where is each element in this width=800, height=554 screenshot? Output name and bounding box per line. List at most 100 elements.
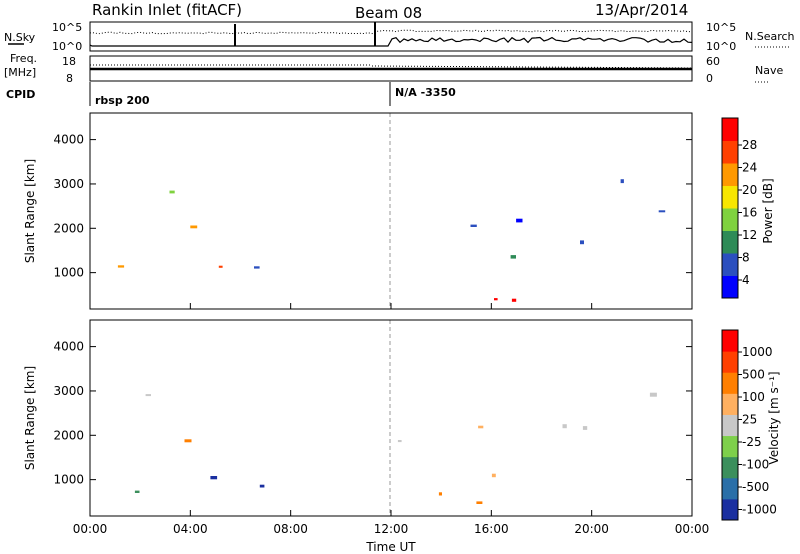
colorbar-swatch [722,253,738,276]
colorbar-swatch [722,393,738,415]
heatmap-cell [491,473,496,478]
nsky-tick-bottom: 10^0 [52,40,82,53]
heatmap-cell [218,265,223,268]
station-title: Rankin Inlet (fitACF) [92,1,242,19]
colorbar-tick-label: 16 [742,206,757,220]
colorbar-swatch [722,163,738,186]
x-tick-label: 08:00 [273,522,308,536]
y-tick-label: 2000 [53,221,84,235]
colorbar-swatch [722,140,738,164]
colorbar-tick-label: 500 [742,368,765,382]
nave-label: Nave [755,64,783,77]
heatmap-cell [134,490,140,493]
velocity-y-axis: 4000 3000 2000 1000 [53,340,692,487]
heatmap-cell [494,298,498,301]
power-panel: 4000 3000 2000 1000 Slant Range [km] 28 24 20… [23,112,775,310]
freq-label: Freq. [10,52,37,65]
y-tick-label: 4000 [53,340,84,354]
heatmap-cell [254,266,260,269]
heatmap-cell [190,225,198,229]
colorbar-tick-label: -25 [742,435,762,449]
colorbar-tick-label: 20 [742,183,757,197]
colorbar-tick-label: 8 [742,251,750,265]
heatmap-cell [397,440,402,443]
nsearch-trace [89,36,693,47]
colorbar-swatch [722,230,738,254]
nsearch-tick-bottom: 10^0 [706,40,736,53]
colorbar-swatch [722,118,738,141]
heatmap-cell [169,190,175,194]
velocity-colorbar: 1000 500 100 25 -25 -100 -500 -1000 [721,329,777,521]
heatmap-cell [510,255,516,259]
heatmap-cell [184,439,192,443]
heatmap-cell [117,265,125,268]
velocity-colorbar-label: Velocity [m s⁻¹] [767,371,781,464]
colorbar-swatch [722,372,738,394]
heatmap-cell [562,424,567,429]
colorbar-swatch [722,185,738,209]
colorbar-tick-label: -500 [742,480,769,494]
power-colorbar: 28 24 20 16 12 8 4 [721,117,757,299]
colorbar-swatch [722,275,738,299]
power-colorbar-label: Power [dB] [761,178,775,243]
freq-tick-bottom: 8 [66,72,73,85]
y-tick-label: 3000 [53,384,84,398]
x-tick-label: 20:00 [574,522,609,536]
heatmap-cell [470,224,477,227]
nave-tick-bottom: 0 [706,72,713,85]
heatmap-cell [516,218,523,223]
colorbar-tick-label: 28 [742,138,757,152]
y-tick-label: 2000 [53,428,84,442]
colorbar-tick-label: -100 [742,458,769,472]
heatmap-cell [620,179,624,184]
colorbar-swatch [722,435,738,458]
colorbar-tick-label: 24 [742,161,757,175]
velocity-panel: 4000 3000 2000 1000 Slant Range [km] 1000 50… [23,303,781,554]
colorbar-swatch [722,477,738,500]
cpid-label: CPID [6,88,35,101]
power-heatmap-cells [117,179,666,302]
date-title: 13/Apr/2014 [595,1,688,19]
power-y-axis: 4000 3000 2000 1000 [53,133,692,280]
cpid-program-1: rbsp 200 [95,94,150,107]
y-tick-label: 4000 [53,133,84,147]
colorbar-tick-label: 1000 [742,345,773,359]
heatmap-cell [145,394,151,397]
y-tick-label: 1000 [53,473,84,487]
freq-panel: Freq. [MHz] 18 8 60 0 Nave [4,52,783,85]
x-tick-label: 04:00 [173,522,208,536]
nsearch-tick-top: 10^5 [706,21,736,34]
nsky-trace [89,29,693,35]
x-tick-label: 12:00 [374,522,409,536]
colorbar-swatch [722,351,738,373]
colorbar-swatch [722,498,738,521]
freq-unit-label: [MHz] [4,66,36,79]
colorbar-tick-label: 12 [742,228,757,242]
heatmap-cell [649,392,657,397]
x-tick-label: 16:00 [474,522,509,536]
cpid-row: CPID rbsp 200 N/A -3350 [6,82,456,107]
velocity-ylabel: Slant Range [km] [23,366,37,470]
y-tick-label: 1000 [53,266,84,280]
freq-tick-top: 18 [62,55,76,68]
heatmap-cell [259,484,265,488]
x-tick-label: 00:00 [675,522,710,536]
colorbar-tick-label: 4 [742,273,750,287]
y-tick-label: 3000 [53,177,84,191]
colorbar-swatch [722,456,738,479]
colorbar-swatch [722,208,738,231]
heatmap-cell [476,501,483,504]
x-tick-label: 00:00 [73,522,108,536]
cpid-program-2: N/A -3350 [395,86,456,99]
heatmap-cell [210,476,218,480]
beam-title: Beam 08 [355,4,422,22]
nsky-label: N.Sky [4,31,36,44]
heatmap-cell [580,240,584,245]
colorbar-tick-label: 100 [742,390,765,404]
colorbar-tick-label: 25 [742,413,757,427]
heatmap-cell [478,425,484,429]
heatmap-cell [511,298,517,302]
velocity-heatmap-cells [134,392,657,504]
power-ylabel: Slant Range [km] [23,159,37,263]
